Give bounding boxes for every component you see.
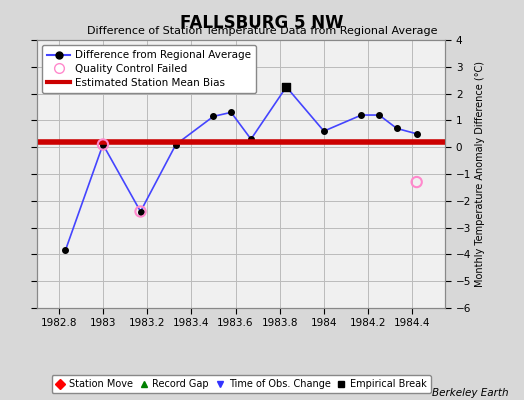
Text: FALLSBURG 5 NW: FALLSBURG 5 NW	[180, 14, 344, 32]
Text: Difference of Station Temperature Data from Regional Average: Difference of Station Temperature Data f…	[87, 26, 437, 36]
Legend: Station Move, Record Gap, Time of Obs. Change, Empirical Break: Station Move, Record Gap, Time of Obs. C…	[51, 375, 431, 393]
Point	[136, 208, 145, 215]
Y-axis label: Monthly Temperature Anomaly Difference (°C): Monthly Temperature Anomaly Difference (…	[475, 61, 485, 287]
Point	[99, 141, 107, 148]
Text: Berkeley Earth: Berkeley Earth	[432, 388, 508, 398]
Legend: Difference from Regional Average, Quality Control Failed, Estimated Station Mean: Difference from Regional Average, Qualit…	[42, 45, 256, 93]
Point	[282, 84, 290, 90]
Point	[412, 179, 421, 185]
